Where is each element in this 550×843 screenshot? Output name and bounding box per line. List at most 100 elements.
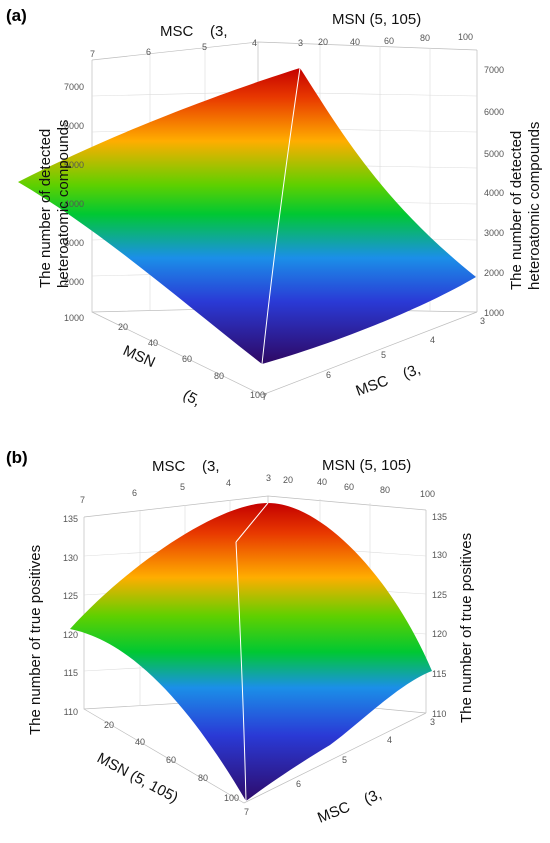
msn-tick: 40 xyxy=(135,737,145,747)
top-msc-tick: 5 xyxy=(180,482,185,492)
top-msc-ticks-a: 7 6 5 4 3 xyxy=(90,38,303,59)
surface-ridge-a xyxy=(261,67,301,365)
top-msn-tick: 80 xyxy=(380,485,390,495)
z-tick: 6000 xyxy=(484,107,504,117)
top-msc-ticks-b: 7 6 5 4 3 xyxy=(80,473,271,505)
msc-tick: 5 xyxy=(381,350,386,360)
surface-chart-b: (b) 7 6 5 4 3 20 40 60 80 100 M xyxy=(6,448,475,827)
msn-tick: 100 xyxy=(224,793,239,803)
top-msn-tick: 60 xyxy=(384,36,394,46)
msn-tick: 20 xyxy=(104,720,114,730)
surface-a xyxy=(18,68,476,364)
top-msc-tick: 5 xyxy=(202,42,207,52)
msc-ticks-b: 3 4 5 6 7 xyxy=(244,717,435,817)
bottom-right-axis-title-b: MSC (3, xyxy=(315,786,384,827)
z-tick: 110 xyxy=(432,709,446,719)
top-msn-tick: 40 xyxy=(350,37,360,47)
z-tick: 135 xyxy=(63,514,78,524)
z-tick: 3000 xyxy=(64,238,84,248)
z-tick: 7000 xyxy=(64,82,84,92)
z-tick: 120 xyxy=(432,629,447,639)
msn-ticks-a: 20 40 60 80 100 xyxy=(118,322,265,400)
z-axis-title-left-b: The number of true positives xyxy=(27,545,44,735)
surface-ridge-b2 xyxy=(235,541,247,802)
msc-tick: 3 xyxy=(430,717,435,727)
z-tick: 6000 xyxy=(64,121,84,131)
z-tick: 1000 xyxy=(64,313,84,323)
top-msn-tick: 100 xyxy=(458,32,473,42)
surface-b xyxy=(70,503,432,801)
msc-tick: 3 xyxy=(480,316,485,326)
z-tick: 5000 xyxy=(64,160,84,170)
top-right-axis-title-b: MSN (5, 105) xyxy=(322,457,411,474)
msc-tick: 5 xyxy=(342,755,347,765)
top-msn-tick: 100 xyxy=(420,489,435,499)
z-tick: 7000 xyxy=(484,65,504,75)
panel-label-b: (b) xyxy=(6,448,28,467)
surface-chart-a: (a) 7 6 5 4 3 20 40 60 80 xyxy=(6,6,543,410)
msc-tick: 7 xyxy=(244,807,249,817)
msc-tick: 7 xyxy=(262,392,267,402)
z-tick: 4000 xyxy=(484,188,504,198)
chart-panel-b: (b) 7 6 5 4 3 20 40 60 80 100 M xyxy=(0,423,550,843)
top-msn-tick: 80 xyxy=(420,33,430,43)
top-msn-ticks-a: 20 40 60 80 100 xyxy=(318,32,473,47)
top-msn-tick: 20 xyxy=(283,475,293,485)
msn-tick: 20 xyxy=(118,322,128,332)
msn-tick: 80 xyxy=(198,773,208,783)
z-ticks-right-a: 1000 2000 3000 4000 5000 6000 7000 xyxy=(484,65,504,318)
msn-tick: 60 xyxy=(166,755,176,765)
top-msc-tick: 7 xyxy=(80,495,85,505)
z-tick: 115 xyxy=(432,669,446,679)
top-msn-tick: 60 xyxy=(344,482,354,492)
msc-ticks-a: 3 4 5 6 7 xyxy=(262,316,485,402)
top-msc-tick: 6 xyxy=(132,488,137,498)
z-ticks-right-b: 110 115 120 125 130 135 xyxy=(432,512,447,719)
bottom-right-axis-title-a: MSC (3, xyxy=(354,361,423,400)
z-tick: 3000 xyxy=(484,228,504,238)
z-tick: 130 xyxy=(432,550,447,560)
z-tick: 4000 xyxy=(64,199,84,209)
top-msn-tick: 40 xyxy=(317,477,327,487)
panel-label-a: (a) xyxy=(6,6,27,25)
msc-tick: 4 xyxy=(430,335,435,345)
z-axis-title-right-a-line1: The number of detected xyxy=(508,131,525,290)
msc-tick: 4 xyxy=(387,735,392,745)
surface-ridge-b xyxy=(235,502,269,543)
msc-tick: 6 xyxy=(326,370,331,380)
top-left-axis-title-a: MSC (3, xyxy=(160,23,228,40)
z-axis-title-left-a-line2: heteroatomic compounds xyxy=(55,120,72,288)
top-msc-tick: 3 xyxy=(266,473,271,483)
z-ticks-left-a: 1000 2000 3000 4000 5000 6000 7000 xyxy=(64,82,84,323)
top-msn-ticks-b: 20 40 60 80 100 xyxy=(283,475,435,499)
z-tick: 115 xyxy=(64,668,78,678)
z-tick: 130 xyxy=(63,553,78,563)
msc-tick: 6 xyxy=(296,779,301,789)
z-tick: 2000 xyxy=(484,268,504,278)
z-axis-title-left-a-line1: The number of detected xyxy=(37,129,54,288)
chart-panel-a: (a) 7 6 5 4 3 20 40 60 80 xyxy=(0,0,550,420)
bottom-left-axis-title-extra-a: (5, xyxy=(180,387,203,410)
z-tick: 135 xyxy=(432,512,447,522)
z-tick: 125 xyxy=(63,591,78,601)
msn-tick: 40 xyxy=(148,338,158,348)
msn-tick: 60 xyxy=(182,354,192,364)
msn-tick: 100 xyxy=(250,390,265,400)
msn-tick: 80 xyxy=(214,371,224,381)
z-axis-title-right-b: The number of true positives xyxy=(458,533,475,723)
top-left-axis-title-b: MSC (3, xyxy=(152,458,220,475)
msn-ticks-b: 20 40 60 80 100 xyxy=(104,720,239,803)
z-tick: 125 xyxy=(432,590,447,600)
top-msc-tick: 4 xyxy=(252,38,257,48)
z-tick: 1000 xyxy=(484,308,504,318)
z-tick: 110 xyxy=(64,707,78,717)
top-msc-tick: 4 xyxy=(226,478,231,488)
top-msn-tick: 20 xyxy=(318,37,328,47)
z-axis-title-right-a-line2: heteroatomic compounds xyxy=(526,122,543,290)
z-tick: 5000 xyxy=(484,149,504,159)
z-ticks-left-b: 110 115 120 125 130 135 xyxy=(63,514,78,717)
top-right-axis-title-a: MSN (5, 105) xyxy=(332,11,421,28)
z-tick: 2000 xyxy=(64,277,84,287)
z-tick: 120 xyxy=(63,630,78,640)
top-msc-tick: 7 xyxy=(90,49,95,59)
